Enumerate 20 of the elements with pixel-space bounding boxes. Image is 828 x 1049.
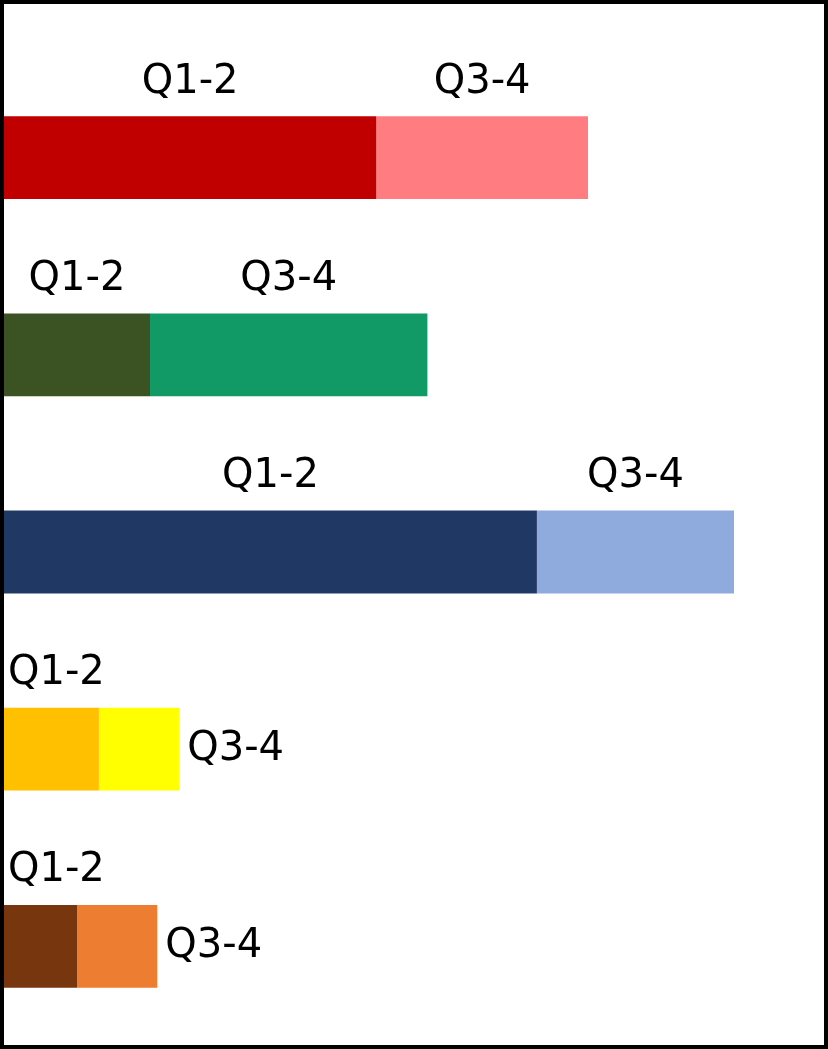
bar bbox=[150, 313, 428, 397]
series-label: Q1-2 bbox=[222, 449, 319, 496]
bar bbox=[4, 510, 537, 594]
text: Q3-4 bbox=[587, 449, 684, 496]
text: Q3-4 bbox=[240, 252, 338, 299]
series-label: Q3-4 bbox=[187, 722, 285, 769]
text: Q1-2 bbox=[28, 252, 126, 299]
text: Q3-4 bbox=[165, 919, 263, 966]
text: Q3-4 bbox=[433, 55, 531, 102]
bar bbox=[376, 116, 588, 200]
bar bbox=[4, 904, 77, 988]
bar bbox=[536, 510, 734, 594]
bar bbox=[4, 707, 99, 791]
bar bbox=[77, 904, 158, 988]
bar bbox=[4, 313, 150, 397]
bar bbox=[4, 116, 377, 200]
bar bbox=[98, 707, 180, 791]
text: Q1-2 bbox=[8, 647, 105, 694]
text: Q1-2 bbox=[8, 844, 105, 891]
text: Q1-2 bbox=[141, 55, 239, 102]
